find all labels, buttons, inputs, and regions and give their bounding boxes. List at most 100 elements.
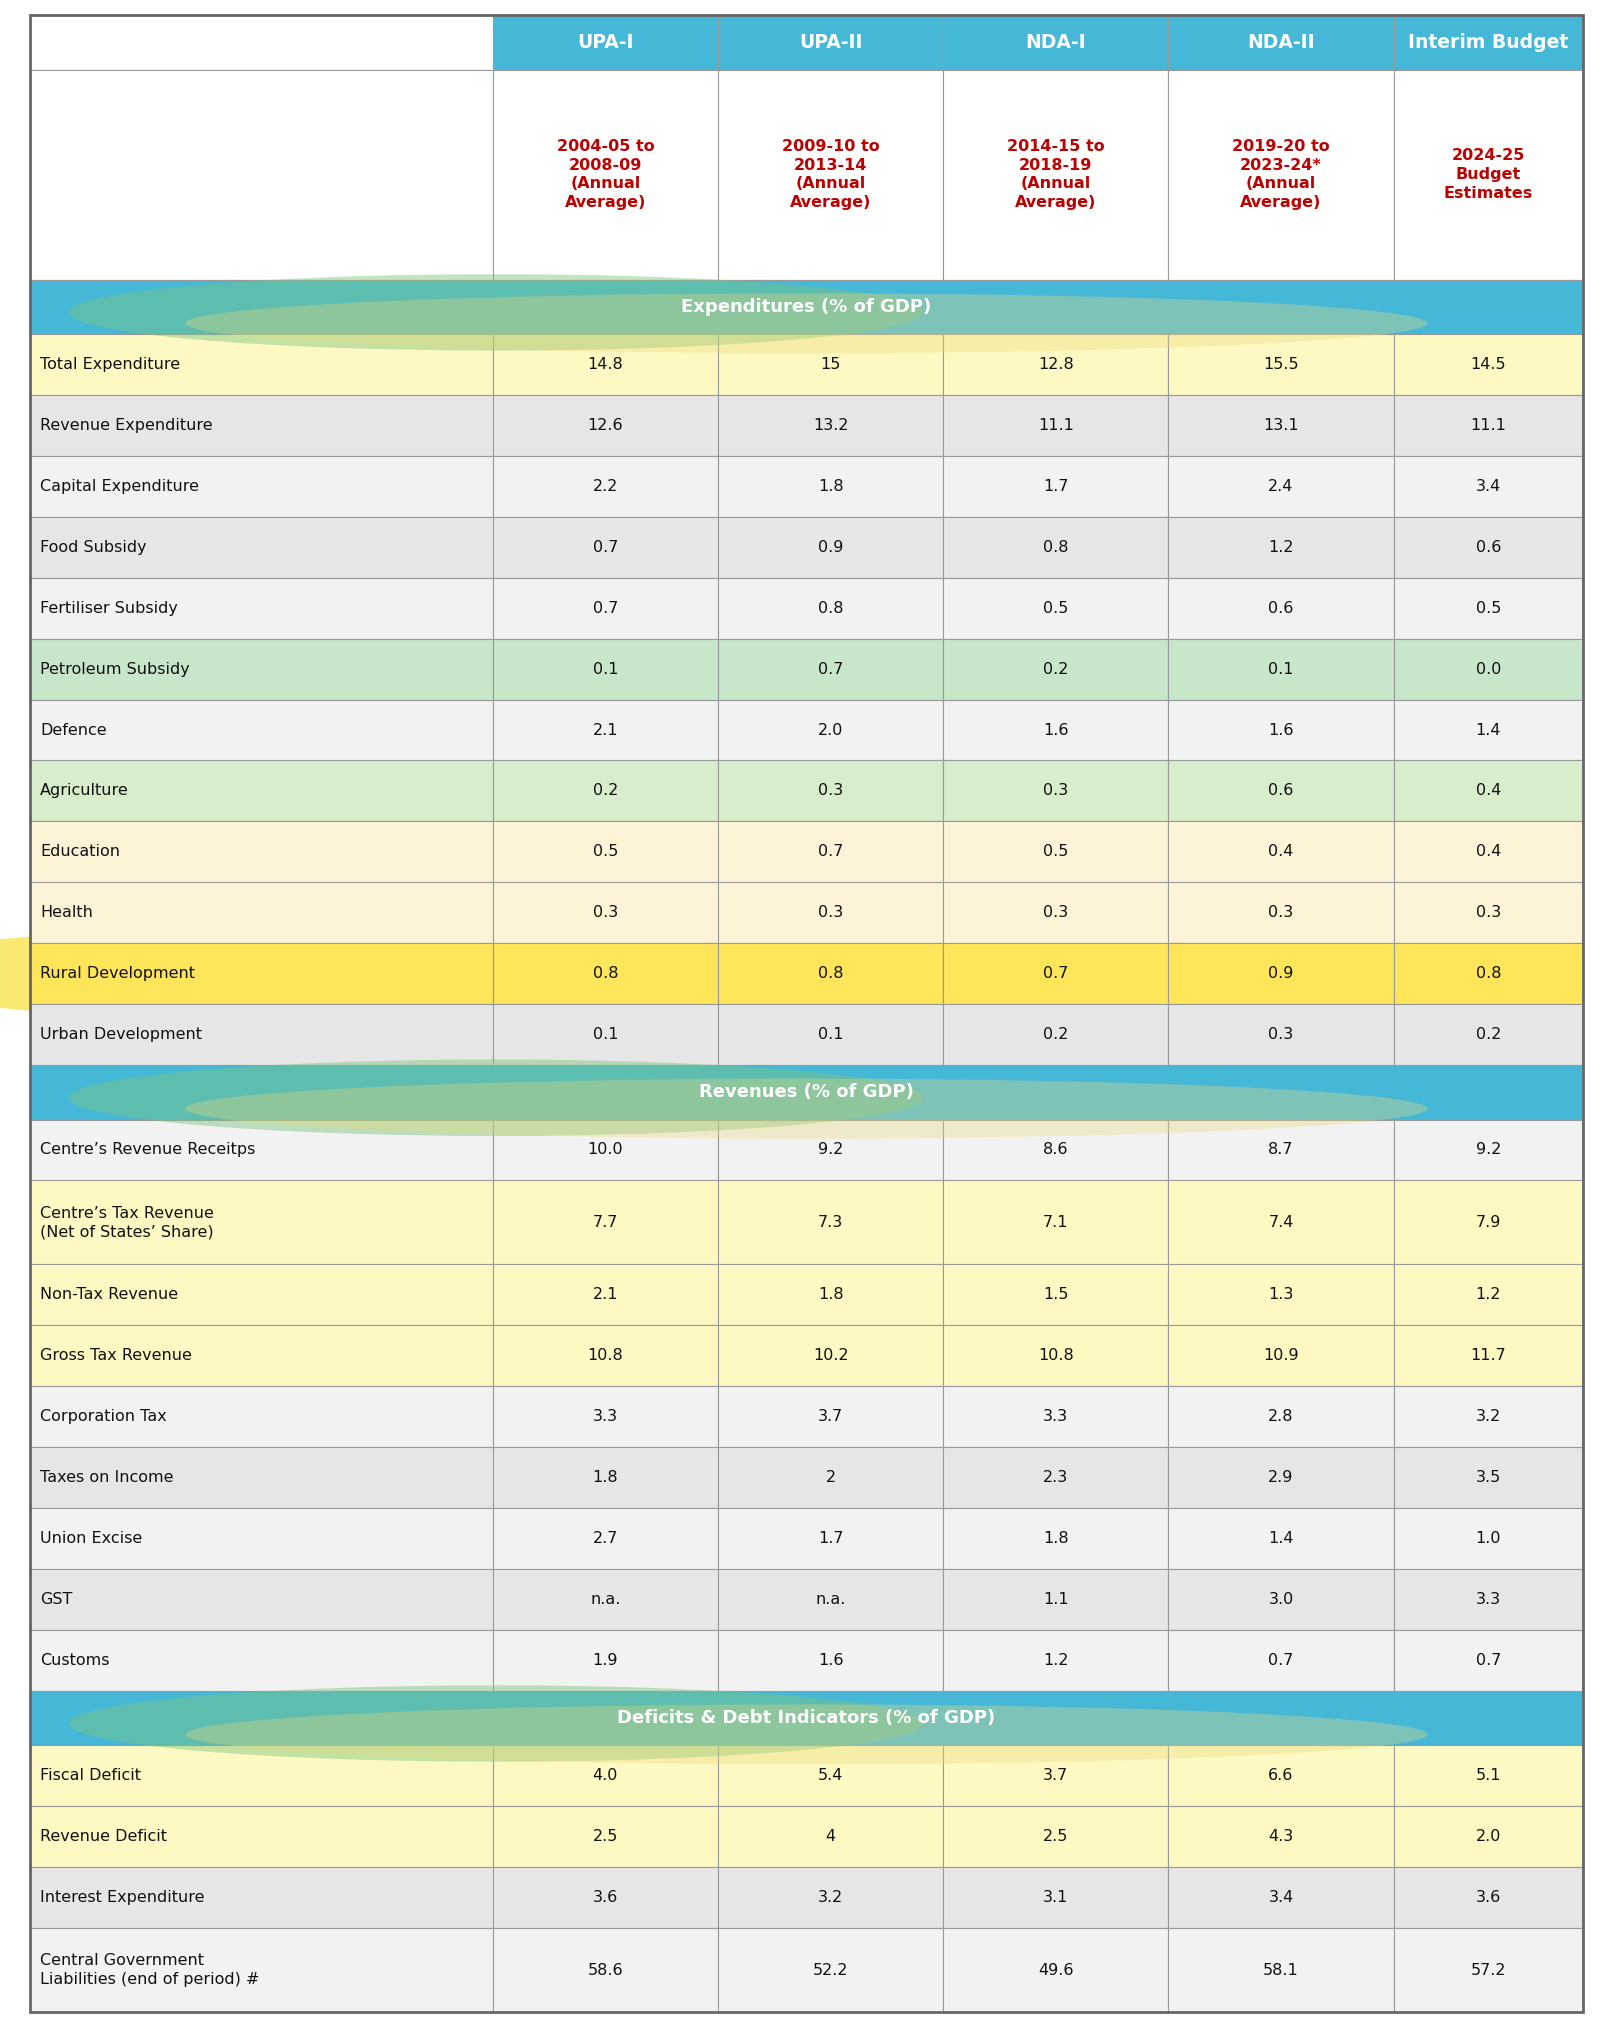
Text: UPA-II: UPA-II [798,32,863,53]
Text: 0.9: 0.9 [1268,967,1294,981]
Bar [718,1386,944,1447]
Bar [494,1806,718,1867]
Text: 1.8: 1.8 [818,478,844,495]
Text: 0.2: 0.2 [1044,661,1068,677]
Text: 0.5: 0.5 [1476,600,1502,616]
Bar [1394,1867,1582,1928]
Text: UPA-I: UPA-I [577,32,634,53]
Text: 5.1: 5.1 [1476,1768,1502,1784]
Bar [1394,760,1582,821]
Bar [944,1508,1168,1569]
Bar [1168,1447,1394,1508]
Text: 7.9: 7.9 [1476,1214,1502,1230]
Text: 1.8: 1.8 [818,1287,844,1303]
Bar [31,1630,494,1691]
Text: 1.4: 1.4 [1476,722,1502,738]
Text: Agriculture: Agriculture [40,782,129,799]
Text: 0.7: 0.7 [1044,967,1068,981]
Bar [494,1928,718,2013]
Bar [494,334,718,395]
Text: 2019-20 to
2023-24*
(Annual
Average): 2019-20 to 2023-24* (Annual Average) [1232,140,1329,211]
Bar [1394,69,1582,280]
Text: 12.6: 12.6 [587,418,623,434]
Text: 14.5: 14.5 [1471,357,1507,373]
Text: 8.6: 8.6 [1044,1143,1068,1157]
Bar [1168,1265,1394,1326]
Text: 0.8: 0.8 [1476,967,1502,981]
Text: 0.6: 0.6 [1476,539,1502,555]
Ellipse shape [31,724,1428,857]
Text: 58.6: 58.6 [587,1962,623,1978]
Text: 1.6: 1.6 [818,1652,844,1668]
Text: Urban Development: Urban Development [40,1028,202,1042]
Bar [944,14,1168,69]
Text: 13.1: 13.1 [1263,418,1298,434]
Text: 12.8: 12.8 [1037,357,1074,373]
Bar [31,334,494,395]
Bar [31,14,494,69]
Bar [1168,639,1394,699]
Bar [1394,699,1582,760]
Text: Total Expenditure: Total Expenditure [40,357,181,373]
Text: 1.1: 1.1 [1044,1591,1068,1607]
Text: 3.7: 3.7 [818,1409,844,1425]
Text: 4.3: 4.3 [1268,1828,1294,1845]
Text: NDA-I: NDA-I [1026,32,1086,53]
Bar [1394,1386,1582,1447]
Bar [31,943,494,1003]
Text: Revenues (% of GDP): Revenues (% of GDP) [698,1082,915,1101]
Bar [494,69,718,280]
Bar [31,1265,494,1326]
Bar [1168,1003,1394,1064]
Bar [31,517,494,578]
Text: 3.3: 3.3 [1044,1409,1068,1425]
Bar [1394,1569,1582,1630]
Text: 3.4: 3.4 [1476,478,1500,495]
Text: Deficits & Debt Indicators (% of GDP): Deficits & Debt Indicators (% of GDP) [618,1709,995,1727]
Bar [718,882,944,943]
Bar [1394,1745,1582,1806]
Bar [944,1806,1168,1867]
Text: 0.8: 0.8 [592,967,618,981]
Text: 58.1: 58.1 [1263,1962,1298,1978]
Text: Non-Tax Revenue: Non-Tax Revenue [40,1287,177,1303]
Bar [1394,334,1582,395]
Text: 2.3: 2.3 [1044,1470,1068,1486]
Bar [718,1265,944,1326]
Bar [718,1508,944,1569]
Bar [1168,1806,1394,1867]
Bar [944,1326,1168,1386]
Text: 7.4: 7.4 [1268,1214,1294,1230]
Bar [944,1119,1168,1180]
Text: 6.6: 6.6 [1268,1768,1294,1784]
Bar [1394,14,1582,69]
Text: 0.8: 0.8 [818,600,844,616]
Bar [31,1867,494,1928]
Text: 2.8: 2.8 [1268,1409,1294,1425]
Bar [1168,395,1394,456]
Bar [944,1928,1168,2013]
Bar [1394,1326,1582,1386]
Text: 0.3: 0.3 [1044,782,1068,799]
Bar [494,1867,718,1928]
Bar [494,1508,718,1569]
Bar [944,395,1168,456]
Text: 0.1: 0.1 [1268,661,1294,677]
Text: 0.8: 0.8 [1044,539,1068,555]
Text: 1.2: 1.2 [1044,1652,1068,1668]
Text: n.a.: n.a. [816,1591,845,1607]
Bar [718,1630,944,1691]
Bar [944,1745,1168,1806]
Ellipse shape [31,1139,1428,1307]
Text: 0.7: 0.7 [818,845,844,859]
Bar [494,1745,718,1806]
Text: 11.1: 11.1 [1471,418,1507,434]
Bar [718,1806,944,1867]
Text: 14.8: 14.8 [587,357,623,373]
Bar [1168,456,1394,517]
Ellipse shape [185,294,1428,353]
Text: Capital Expenditure: Capital Expenditure [40,478,198,495]
Text: 1.0: 1.0 [1476,1530,1502,1547]
Ellipse shape [31,1776,1428,1897]
Text: 0.1: 0.1 [592,1028,618,1042]
